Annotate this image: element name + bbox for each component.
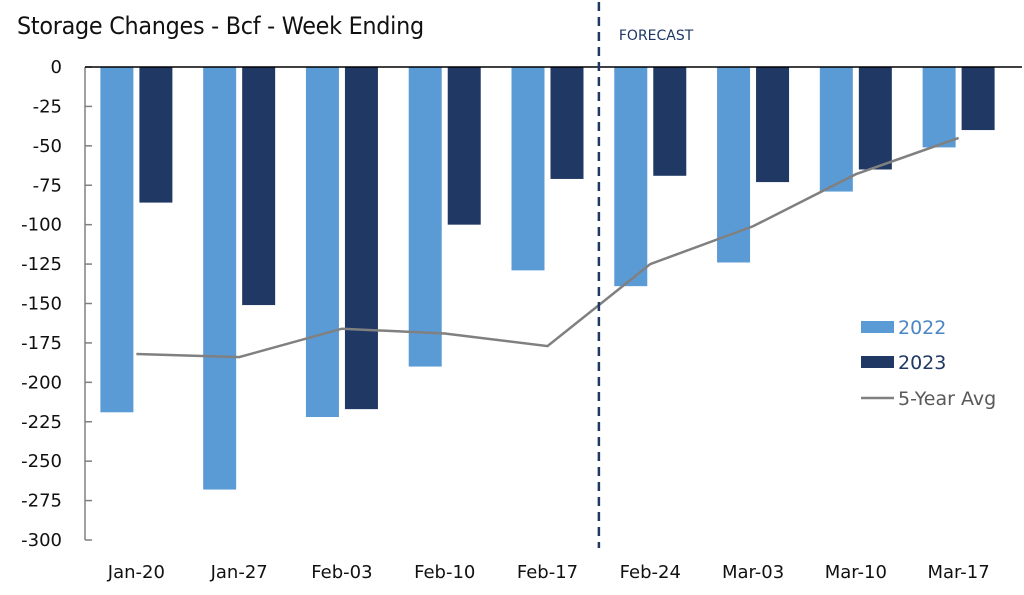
y-tick-label: -125 (21, 254, 62, 275)
y-tick-label: -275 (21, 491, 62, 512)
legend: 2022 2023 5-Year Avg (861, 317, 996, 410)
y-tick-label: -300 (21, 530, 62, 551)
bars (100, 67, 995, 490)
forecast-annotation: FORECAST (597, 2, 694, 548)
x-tick-label: Jan-27 (210, 562, 268, 583)
x-tick-label: Mar-17 (928, 562, 990, 583)
y-tick-label: 0 (51, 57, 62, 78)
bar-2023-feb-24 (653, 67, 687, 176)
x-axis: Jan-20 Jan-27 Feb-03 Feb-10 Feb-17 Feb-24 Mar-… (107, 562, 990, 583)
y-tick-label: -25 (33, 96, 62, 117)
bar-2022-jan-27 (203, 67, 237, 490)
y-tick-label: -250 (21, 451, 62, 472)
legend-label: 2023 (898, 352, 946, 374)
x-tick-label: Feb-24 (620, 562, 681, 583)
y-tick-label: -225 (21, 412, 62, 433)
legend-label: 2022 (898, 317, 946, 339)
x-tick-label: Feb-10 (414, 562, 475, 583)
five-year-avg-line (136, 136, 960, 359)
forecast-label: FORECAST (619, 28, 694, 44)
y-tick-label: -150 (21, 294, 62, 315)
bar-2023-mar-10 (858, 67, 892, 170)
x-tick-label: Feb-17 (517, 562, 578, 583)
bar-2022-mar-17 (922, 67, 956, 148)
bar-2023-mar-17 (961, 67, 995, 131)
y-tick-label: -100 (21, 215, 62, 236)
bar-2023-mar-03 (756, 67, 790, 183)
x-tick-label: Feb-03 (311, 562, 372, 583)
y-tick-label: -175 (21, 333, 62, 354)
bar-2023-jan-27 (242, 67, 276, 306)
y-axis: 0 -25 -50 -75 -100 -125 -150 -175 -200 -225 -250 -2… (21, 57, 92, 551)
bar-2023-feb-17 (550, 67, 584, 179)
y-tick-label: -75 (33, 175, 62, 196)
legend-swatch-2022 (861, 321, 894, 333)
bar-2022-feb-10 (408, 67, 442, 367)
x-tick-label: Jan-20 (107, 562, 165, 583)
y-tick-label: -200 (21, 372, 62, 393)
bar-2022-feb-24 (614, 67, 648, 287)
bar-2023-feb-10 (447, 67, 481, 225)
chart-title: Storage Changes - Bcf - Week Ending (17, 12, 424, 40)
bar-2022-feb-03 (305, 67, 339, 418)
bar-2023-jan-20 (139, 67, 173, 203)
bar-2022-feb-17 (511, 67, 545, 271)
y-tick-label: -50 (33, 136, 62, 157)
x-tick-label: Mar-10 (825, 562, 887, 583)
legend-swatch-2023 (861, 356, 894, 368)
x-tick-label: Mar-03 (722, 562, 784, 583)
legend-label: 5-Year Avg (898, 388, 996, 410)
bar-2023-feb-03 (344, 67, 378, 410)
bar-2022-jan-20 (100, 67, 134, 413)
bar-2022-mar-10 (819, 67, 853, 192)
